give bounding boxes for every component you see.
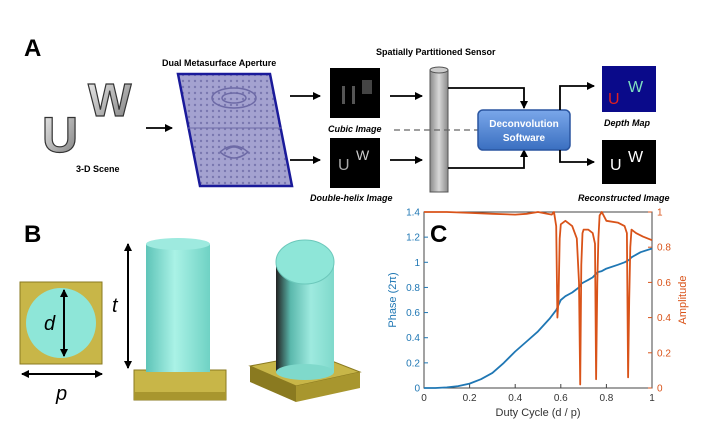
- y-left-axis-label: Phase (2π): [387, 272, 399, 327]
- y-right-tick-label: 0.2: [657, 348, 671, 359]
- depth-map-label: Depth Map: [604, 118, 651, 128]
- y-left-tick-label: 0.6: [406, 308, 420, 319]
- y-left-tick-label: 1.2: [406, 233, 420, 244]
- phase-series-line: [424, 247, 653, 389]
- depth-w: W: [628, 79, 644, 96]
- y-right-tick-label: 0.4: [657, 313, 671, 324]
- x-tick-label: 0: [421, 393, 427, 404]
- y-left-tick-label: 0.2: [406, 358, 420, 369]
- helix-w: W: [356, 147, 370, 163]
- x-tick-label: 0.2: [463, 393, 477, 404]
- sensor: [429, 66, 449, 193]
- d-label: d: [44, 313, 56, 335]
- x-tick-label: 0.8: [599, 393, 613, 404]
- y-right-tick-label: 0: [657, 384, 663, 395]
- panel-label-b: B: [24, 221, 41, 248]
- y-left-tick-label: 0.4: [406, 333, 420, 344]
- helix-u: U: [338, 157, 350, 174]
- x-tick-label: 1: [649, 393, 655, 404]
- y-left-tick-label: 1.4: [406, 208, 420, 219]
- unit-cell-side-view: t: [112, 238, 227, 401]
- y-right-tick-label: 1: [657, 208, 663, 219]
- aperture-label: Dual Metasurface Aperture: [162, 58, 276, 68]
- metasurface-aperture: [176, 72, 294, 188]
- deconvolution-box: Deconvolution Software: [477, 109, 571, 151]
- x-tick-label: 0.6: [554, 393, 568, 404]
- y-right-tick-label: 0.6: [657, 278, 671, 289]
- arrow-sensor-to-software-bottom: [448, 149, 528, 169]
- arrow-sensor-to-software-top: [448, 87, 528, 109]
- y-right-axis-label: Amplitude: [677, 276, 689, 325]
- panel-label-a: A: [24, 35, 41, 62]
- p-label: p: [55, 383, 67, 405]
- t-label: t: [112, 295, 119, 317]
- phase-amplitude-chart: 0 0.2 0.4 0.6 0.8 100.20.40.60.811.21.400.20.…: [387, 208, 689, 420]
- scene-letters: U W: [41, 73, 132, 163]
- plot-frame: [423, 211, 653, 389]
- depth-map: U W: [602, 66, 656, 112]
- software-label-2: Software: [503, 133, 546, 144]
- y-left-tick-label: 1: [414, 258, 420, 269]
- panel-label-c: C: [430, 221, 447, 248]
- reconstructed-label: Reconstructed Image: [578, 193, 670, 203]
- y-right-tick-label: 0.8: [657, 243, 671, 254]
- cubic-label: Cubic Image: [328, 124, 382, 134]
- arrow-software-to-recon: [559, 150, 595, 166]
- double-helix-image: U W: [330, 138, 380, 188]
- reconstructed-image: U W: [602, 140, 656, 184]
- amplitude-series-line: [424, 211, 653, 386]
- scene-label: 3-D Scene: [76, 164, 120, 174]
- x-tick-label: 0.4: [508, 393, 522, 404]
- scene-letter-u: U: [42, 107, 78, 163]
- recon-w: W: [628, 149, 644, 166]
- recon-u: U: [610, 157, 622, 174]
- helix-label: Double-helix Image: [310, 193, 393, 203]
- cubic-image: [330, 68, 380, 118]
- software-label-1: Deconvolution: [489, 119, 558, 130]
- x-axis-label: Duty Cycle (d / p): [496, 407, 581, 419]
- arrow-software-to-depth: [559, 82, 595, 110]
- unit-cell-top-view: d p: [19, 281, 103, 405]
- y-left-tick-label: 0.8: [406, 283, 420, 294]
- unit-cell-3d-view: [248, 239, 362, 402]
- sensor-label: Spatially Partitioned Sensor: [376, 47, 496, 57]
- depth-u: U: [608, 91, 620, 108]
- scene-letter-w: W: [88, 74, 132, 126]
- y-left-tick-label: 0: [414, 384, 420, 395]
